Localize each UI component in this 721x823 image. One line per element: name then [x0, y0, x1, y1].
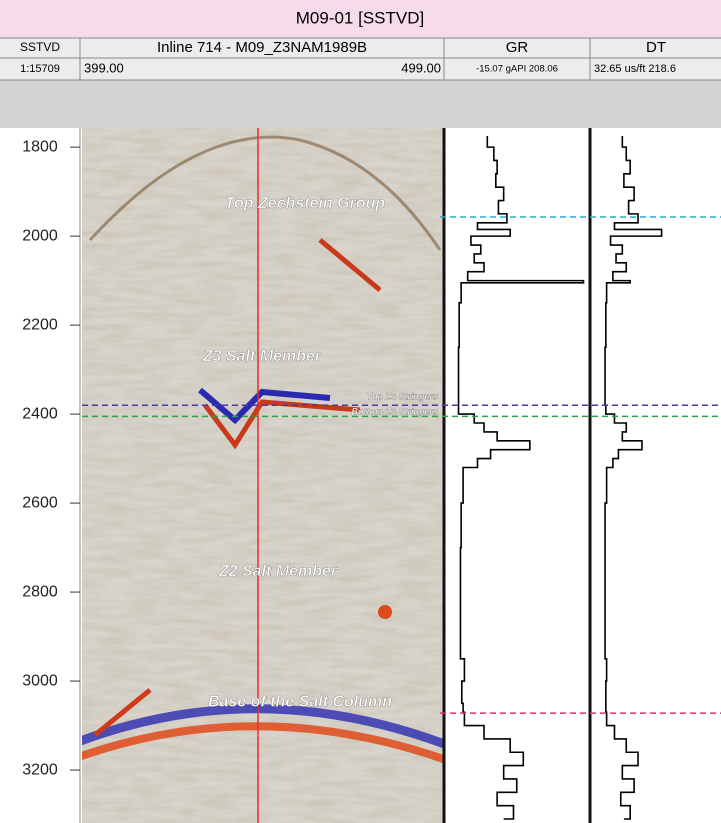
- annotation: Z2 Salt Member: [218, 563, 338, 580]
- annotation: Z3 Salt Member: [202, 348, 322, 365]
- dt-header: DT: [646, 39, 666, 56]
- seismic-max: 499.00: [401, 60, 441, 75]
- depth-label: 2200: [22, 316, 58, 333]
- depth-label: 1800: [22, 138, 58, 155]
- gr-curve: [459, 136, 584, 819]
- depth-label: 2800: [22, 583, 58, 600]
- log-view: M09-01 [SSTVD] SSTVD 1:15709 Inline 714 …: [0, 0, 721, 823]
- top-label: Base of the Salt Column: [208, 693, 392, 710]
- seismic-image: [70, 128, 460, 823]
- header-band: [0, 80, 721, 128]
- depth-header: SSTVD: [20, 40, 60, 54]
- chart: M09-01 [SSTVD] SSTVD 1:15709 Inline 714 …: [0, 0, 721, 823]
- top-label: Bottom Z3 Stringers: [351, 407, 438, 417]
- gr-header: GR: [506, 39, 529, 56]
- depth-label: 3200: [22, 761, 58, 778]
- depth-label: 2400: [22, 405, 58, 422]
- seismic-min: 399.00: [84, 60, 124, 75]
- dt-range: 32.65 us/ft 218.6: [594, 63, 676, 75]
- top-label: Top Zechstein Group: [225, 195, 386, 212]
- seismic-header: Inline 714 - M09_Z3NAM1989B: [157, 39, 367, 56]
- depth-label: 2600: [22, 494, 58, 511]
- title: M09-01 [SSTVD]: [296, 8, 425, 27]
- depth-label: 2000: [22, 227, 58, 244]
- top-label: Top Z3 Stringers: [367, 392, 438, 402]
- dt-curve: [605, 136, 662, 819]
- scale: 1:15709: [20, 63, 60, 75]
- gr-range: -15.07 gAPI 208.06: [476, 64, 558, 75]
- depth-label: 3000: [22, 672, 58, 689]
